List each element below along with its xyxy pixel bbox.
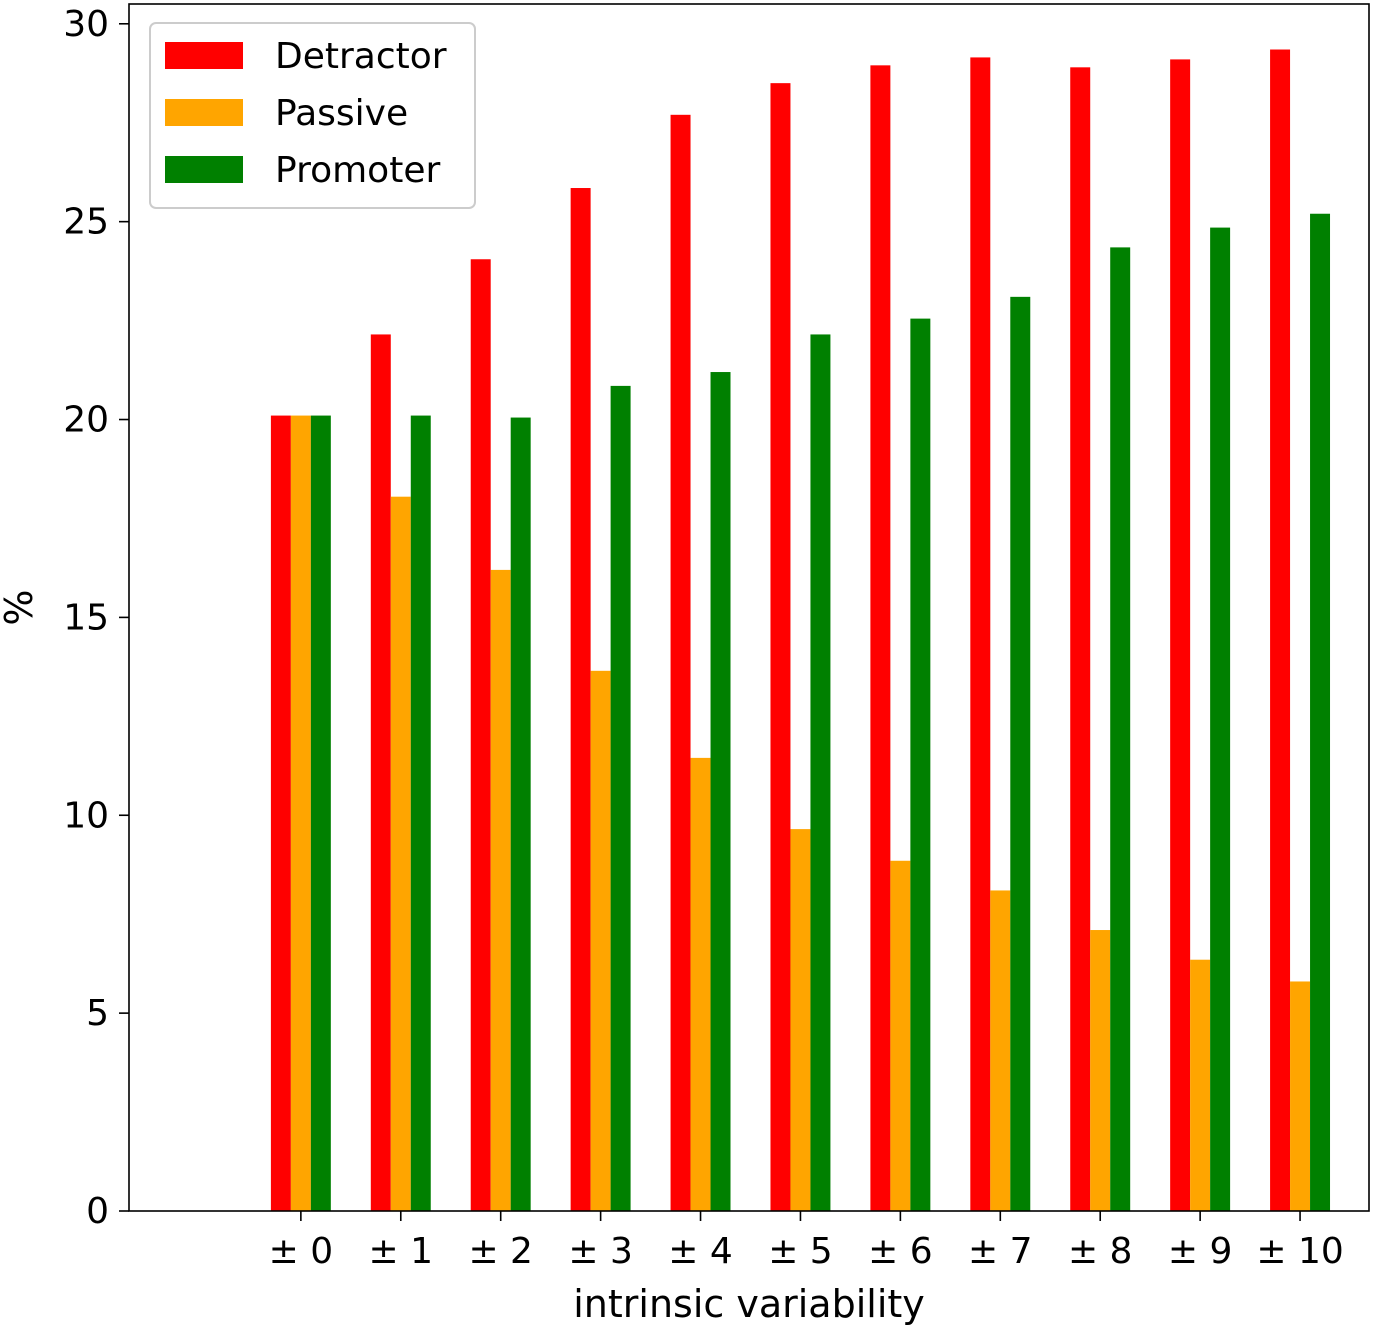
bar-passive-8 [1090,930,1111,1211]
y-axis-title: % [0,589,41,625]
y-axis: 0 5 10 15 20 25 30 [63,4,129,1232]
legend-swatch-passive [165,99,243,126]
bar-promoter-7 [1010,296,1031,1212]
x-tick-label: ± 8 [1068,1231,1133,1272]
bar-passive-5 [790,829,811,1211]
x-tick-label: ± 5 [768,1231,833,1272]
y-tick-label: 0 [86,1191,109,1232]
legend-label-promoter: Promoter [275,150,440,191]
bar-passive-7 [990,890,1011,1211]
bar-promoter-5 [810,334,831,1211]
x-tick-label: ± 2 [468,1231,533,1272]
y-tick-label: 20 [63,400,109,441]
bar-passive-1 [390,496,411,1211]
bar-passive-9 [1190,959,1211,1211]
bar-detractor-6 [870,65,891,1212]
x-axis-title: intrinsic variability [573,1282,925,1326]
plot-frame [128,3,1370,1212]
legend-label-detractor: Detractor [275,36,447,77]
bar-promoter-10 [1310,213,1331,1212]
y-tick-label: 25 [63,202,109,243]
bar-detractor-3 [570,188,591,1211]
bar-promoter-1 [410,415,431,1211]
bar-passive-3 [590,670,611,1211]
x-tick-label: ± 0 [269,1231,334,1272]
bar-promoter-3 [610,385,631,1211]
bar-passive-2 [490,569,511,1211]
legend-label-passive: Passive [275,93,408,134]
x-tick-label: ± 10 [1256,1231,1343,1272]
x-tick-label: ± 3 [568,1231,633,1272]
bars-layer [270,49,1331,1212]
bar-detractor-2 [470,259,491,1211]
x-axis: ± 0 ± 1 ± 2 ± 3 ± 4 ± 5 ± 6 ± 7 ± 8 ± 9 ± 10 [269,1211,1344,1272]
x-tick-label: ± 1 [369,1231,434,1272]
bar-promoter-9 [1210,227,1231,1212]
legend-swatch-detractor [165,42,243,69]
bar-promoter-4 [710,372,731,1211]
bar-detractor-9 [1170,59,1191,1211]
bar-detractor-1 [370,334,391,1211]
bar-detractor-4 [670,114,691,1211]
bar-passive-4 [690,757,711,1211]
x-tick-label: ± 6 [868,1231,933,1272]
bar-detractor-7 [970,57,991,1211]
bar-detractor-8 [1070,67,1091,1212]
bar-passive-0 [290,415,311,1211]
y-tick-label: 15 [63,597,109,638]
bar-promoter-6 [910,318,931,1211]
legend-swatch-promoter [165,156,243,183]
y-tick-label: 5 [86,993,109,1034]
bar-promoter-2 [510,417,531,1211]
bar-detractor-5 [770,83,791,1211]
legend: Detractor Passive Promoter [149,22,476,209]
bar-detractor-10 [1270,49,1291,1211]
bar-detractor-0 [270,415,291,1211]
y-tick-label: 30 [63,4,109,45]
y-tick-label: 10 [63,795,109,836]
bar-passive-10 [1290,981,1311,1211]
x-tick-label: ± 7 [968,1231,1033,1272]
x-tick-label: ± 9 [1168,1231,1233,1272]
bar-passive-6 [890,860,911,1211]
bar-promoter-0 [310,415,331,1211]
x-tick-label: ± 4 [668,1231,733,1272]
bar-promoter-8 [1110,247,1131,1211]
